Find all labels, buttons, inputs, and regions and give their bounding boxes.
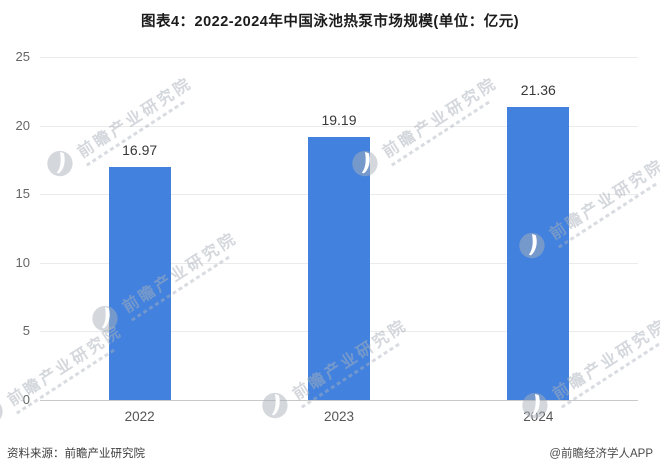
y-axis-tick-label: 15 [15, 186, 30, 202]
bar-2024 [507, 106, 570, 400]
y-axis-tick-label: 25 [15, 49, 30, 64]
gridline [40, 125, 638, 127]
bar-2022 [108, 167, 171, 400]
gridline [40, 57, 638, 58]
chart-title: 图表4：2022-2024年中国泳池热泵市场规模(单位：亿元) [140, 14, 520, 30]
app-credit: @前瞻经济学人APP [549, 448, 653, 460]
x-axis-tick-label: 2024 [523, 409, 554, 424]
bar-value-label: 16.97 [122, 142, 158, 159]
bar-value-label: 19.19 [321, 111, 357, 128]
y-axis-tick-label: 10 [15, 254, 30, 270]
bar-value-label: 21.36 [520, 81, 556, 98]
x-axis-tick-label: 2023 [323, 409, 355, 424]
x-axis-tick-label: 2022 [124, 409, 155, 424]
source-note: 资料来源：前瞻产业研究院 [7, 448, 145, 460]
y-axis-tick-label: 5 [22, 323, 30, 339]
y-axis-tick-label: 0 [22, 392, 30, 407]
x-axis-line [40, 400, 638, 401]
y-axis-tick-label: 20 [15, 117, 30, 133]
bar-2023 [308, 136, 370, 400]
